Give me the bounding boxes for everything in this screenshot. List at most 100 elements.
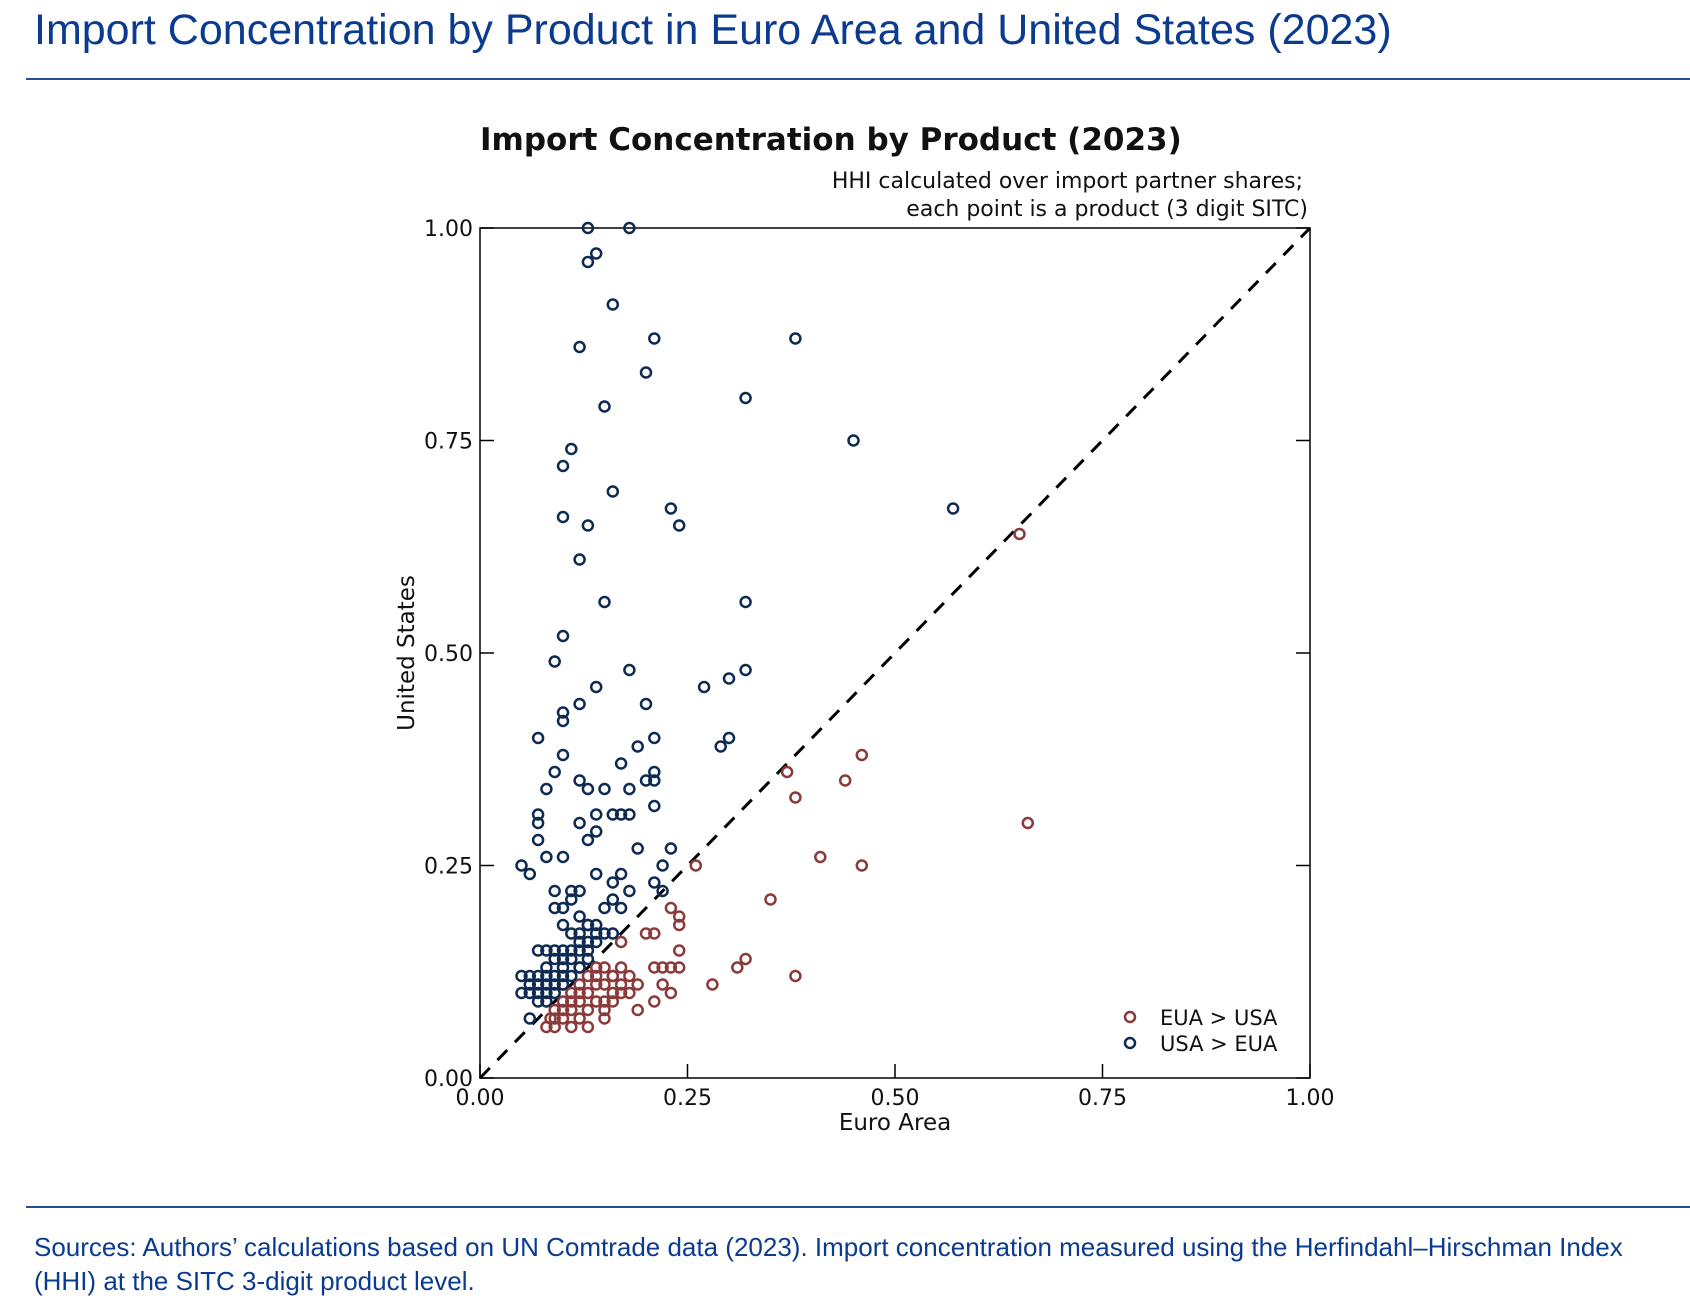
point-eua-gt-usa <box>598 978 611 991</box>
point-usa-gt-eua <box>573 961 586 974</box>
point-eua-gt-usa <box>556 1003 570 1017</box>
point-eua-gt-usa <box>581 969 595 983</box>
reference-line <box>478 226 1312 1080</box>
point-eua-gt-usa <box>631 978 644 991</box>
point-usa-gt-eua <box>789 332 802 345</box>
point-usa-gt-eua <box>548 952 561 966</box>
point-eua-gt-usa <box>565 1020 578 1034</box>
point-usa-gt-eua <box>531 944 545 957</box>
point-usa-gt-eua <box>531 816 545 830</box>
point-usa-gt-eua <box>548 944 561 957</box>
point-eua-gt-usa <box>540 1020 553 1034</box>
header-divider <box>26 78 1690 80</box>
point-usa-gt-eua <box>648 876 661 889</box>
point-usa-gt-eua <box>581 935 595 949</box>
point-eua-gt-usa <box>664 901 678 915</box>
point-eua-gt-usa <box>581 1020 595 1034</box>
footer-divider <box>26 1206 1690 1208</box>
point-eua-gt-usa <box>656 978 669 991</box>
point-usa-gt-eua <box>548 884 561 898</box>
point-eua-gt-usa <box>606 969 620 983</box>
y-tick-label: 0.00 <box>424 1067 473 1092</box>
point-usa-gt-eua <box>739 595 752 609</box>
point-usa-gt-eua <box>515 986 528 1000</box>
point-eua-gt-usa <box>598 961 611 974</box>
point-usa-gt-eua <box>565 952 578 966</box>
point-usa-gt-eua <box>523 969 537 983</box>
point-usa-gt-eua <box>664 502 678 515</box>
point-eua-gt-usa <box>573 978 586 991</box>
point-usa-gt-eua <box>648 774 661 787</box>
point-eua-gt-usa <box>631 1003 644 1017</box>
point-usa-gt-eua <box>556 952 570 966</box>
sources-note: Sources: Authors’ calculations based on … <box>34 1232 1623 1296</box>
point-usa-gt-eua <box>531 833 545 847</box>
point-eua-gt-usa <box>623 969 636 983</box>
point-usa-gt-eua <box>606 298 620 311</box>
point-usa-gt-eua <box>648 332 661 345</box>
point-eua-gt-usa <box>589 978 603 991</box>
point-usa-gt-eua <box>573 340 586 354</box>
point-usa-gt-eua <box>639 774 653 787</box>
x-tick-label: 1.00 <box>1286 1086 1335 1111</box>
point-usa-gt-eua <box>556 918 570 932</box>
y-tick-label: 0.50 <box>424 642 473 667</box>
point-usa-gt-eua <box>606 876 620 889</box>
point-eua-gt-usa <box>648 927 661 940</box>
point-usa-gt-eua <box>540 944 553 957</box>
point-usa-gt-eua <box>565 884 578 898</box>
point-usa-gt-eua <box>540 978 553 991</box>
legend: EUA > USA USA > EUA <box>1123 1006 1278 1056</box>
point-usa-gt-eua <box>589 935 603 949</box>
point-usa-gt-eua <box>565 442 578 456</box>
point-eua-gt-usa <box>648 961 661 974</box>
point-eua-gt-usa <box>639 927 653 940</box>
y-axis-label: United States <box>394 575 420 731</box>
point-eua-gt-usa <box>672 918 686 932</box>
point-usa-gt-eua <box>556 850 570 864</box>
chart-note-line-1: HHI calculated over import partner share… <box>832 169 1303 194</box>
point-eua-gt-usa <box>573 995 586 1008</box>
point-eua-gt-usa <box>614 986 628 1000</box>
point-usa-gt-eua <box>573 816 586 830</box>
point-eua-gt-usa <box>614 978 628 991</box>
point-eua-gt-usa <box>648 995 661 1008</box>
point-eua-gt-usa <box>672 944 686 957</box>
point-usa-gt-eua <box>722 672 736 685</box>
point-eua-gt-usa <box>556 1012 570 1025</box>
chart-title: Import Concentration by Product (2023) <box>480 122 1182 158</box>
point-usa-gt-eua <box>581 221 595 235</box>
x-tick-label: 0.50 <box>871 1086 920 1111</box>
point-eua-gt-usa <box>764 893 777 906</box>
point-usa-gt-eua <box>573 884 586 898</box>
point-usa-gt-eua <box>847 434 860 447</box>
point-usa-gt-eua <box>614 867 628 881</box>
point-usa-gt-eua <box>548 978 561 991</box>
plot-frame <box>479 227 1311 1079</box>
point-eua-gt-usa <box>656 961 669 974</box>
point-eua-gt-usa <box>664 986 678 1000</box>
point-eua-gt-usa <box>614 935 628 949</box>
point-eua-gt-usa <box>556 995 570 1008</box>
point-usa-gt-eua <box>623 884 636 898</box>
point-eua-gt-usa <box>598 995 611 1008</box>
point-usa-gt-eua <box>523 867 537 881</box>
point-usa-gt-eua <box>573 553 586 566</box>
point-usa-gt-eua <box>515 859 528 872</box>
point-usa-gt-eua <box>606 485 620 498</box>
point-usa-gt-eua <box>531 808 545 821</box>
point-eua-gt-usa <box>672 961 686 974</box>
point-eua-gt-usa <box>689 859 703 872</box>
point-eua-gt-usa <box>581 1003 595 1017</box>
point-usa-gt-eua <box>548 986 561 1000</box>
point-usa-gt-eua <box>556 978 570 991</box>
point-eua-gt-usa <box>855 748 869 762</box>
legend-label-eua: EUA > USA <box>1160 1006 1278 1030</box>
point-usa-gt-eua <box>946 502 960 515</box>
point-usa-gt-eua <box>573 697 586 711</box>
point-usa-gt-eua <box>540 986 553 1000</box>
scatter-chart: Import Concentration by Product (2023) H… <box>394 122 1335 1136</box>
point-eua-gt-usa <box>664 961 678 974</box>
point-eua-gt-usa <box>789 969 802 983</box>
point-usa-gt-eua <box>639 366 653 379</box>
